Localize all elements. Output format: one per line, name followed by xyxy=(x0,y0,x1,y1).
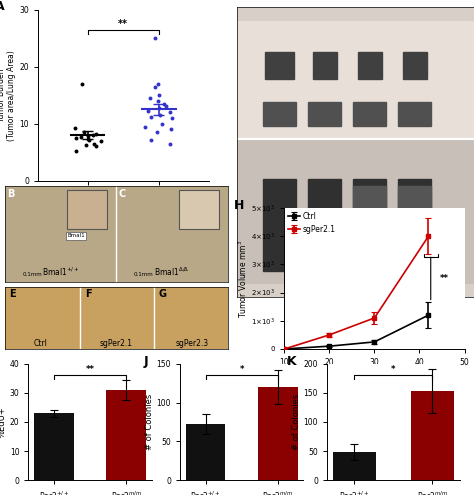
Point xyxy=(146,94,154,102)
Point xyxy=(147,136,155,144)
Point xyxy=(167,140,174,148)
Bar xyxy=(353,179,386,271)
Point xyxy=(78,80,85,88)
Text: D: D xyxy=(218,0,228,3)
Point xyxy=(147,113,155,121)
Point xyxy=(155,91,162,99)
Bar xyxy=(263,179,296,271)
Y-axis label: Tumor Burden
(Tumor area/Lung Area): Tumor Burden (Tumor area/Lung Area) xyxy=(0,50,17,141)
Text: C: C xyxy=(118,189,126,198)
Point xyxy=(162,101,170,109)
Text: Bmal1$^{\Delta/\Delta}$: Bmal1$^{\Delta/\Delta}$ xyxy=(154,266,190,278)
Text: K: K xyxy=(287,354,297,367)
Y-axis label: Tumor Volume mm$^3$: Tumor Volume mm$^3$ xyxy=(236,239,248,318)
Bar xyxy=(398,187,431,218)
Text: Ctrl: Ctrl xyxy=(34,340,47,348)
Y-axis label: %EdU+: %EdU+ xyxy=(0,406,7,438)
Point xyxy=(155,104,163,112)
Point xyxy=(154,128,161,136)
Y-axis label: # of Colonies: # of Colonies xyxy=(145,394,154,450)
Text: sgPer2.1: sgPer2.1 xyxy=(100,340,133,348)
Point xyxy=(154,97,162,105)
Text: J: J xyxy=(143,354,148,367)
Point xyxy=(151,83,159,91)
Text: Bmal1: Bmal1 xyxy=(67,233,85,238)
Text: H: H xyxy=(234,199,244,212)
Point xyxy=(85,136,92,144)
Point xyxy=(72,124,79,132)
Bar xyxy=(237,139,474,284)
Text: *: * xyxy=(239,365,244,374)
Point xyxy=(72,147,80,155)
Text: E: E xyxy=(9,289,16,299)
Point xyxy=(92,142,100,150)
Bar xyxy=(186,424,226,480)
Point xyxy=(167,108,174,116)
Text: G: G xyxy=(158,289,166,299)
Point xyxy=(90,140,98,148)
Bar xyxy=(237,21,474,139)
Text: A: A xyxy=(0,0,5,13)
Point xyxy=(89,131,97,139)
Bar xyxy=(179,191,219,229)
Point xyxy=(158,120,165,128)
Bar xyxy=(258,387,298,480)
Text: *: * xyxy=(391,365,396,374)
X-axis label: Days: Days xyxy=(364,373,385,382)
Point xyxy=(167,125,175,133)
Bar xyxy=(308,102,341,126)
Point xyxy=(160,100,167,108)
Text: sgPer2.3: sgPer2.3 xyxy=(175,340,209,348)
Point xyxy=(141,123,149,131)
Bar xyxy=(263,102,296,126)
Text: B: B xyxy=(7,189,14,198)
Bar xyxy=(358,52,382,79)
Point xyxy=(81,128,88,136)
Point xyxy=(156,111,164,119)
Bar xyxy=(403,52,427,79)
Text: 0.1mm: 0.1mm xyxy=(134,272,154,277)
Y-axis label: # of Colonies: # of Colonies xyxy=(292,394,301,450)
Bar xyxy=(265,52,294,79)
Point xyxy=(77,134,85,142)
Text: **: ** xyxy=(86,365,94,374)
Point xyxy=(145,107,152,115)
Point xyxy=(84,132,91,140)
Bar xyxy=(398,179,431,271)
Point xyxy=(84,135,91,143)
Bar xyxy=(67,191,107,229)
Bar xyxy=(398,102,431,126)
Point xyxy=(168,114,175,122)
Point xyxy=(72,134,79,142)
Point xyxy=(151,35,159,43)
Text: F: F xyxy=(85,289,91,299)
Point xyxy=(98,137,105,145)
Point xyxy=(92,130,100,138)
Bar xyxy=(34,413,74,480)
Bar xyxy=(353,187,386,218)
Bar xyxy=(353,102,386,126)
Bar xyxy=(333,452,376,480)
X-axis label: Kras$^{G12D}$: Kras$^{G12D}$ xyxy=(105,203,142,216)
Bar xyxy=(411,391,454,480)
Bar xyxy=(313,52,337,79)
Bar xyxy=(106,390,146,480)
Point xyxy=(82,141,90,149)
Text: 0.1mm: 0.1mm xyxy=(23,272,42,277)
Text: **: ** xyxy=(440,274,449,283)
Legend: Ctrl, sgPer2.1: Ctrl, sgPer2.1 xyxy=(288,212,336,234)
Point xyxy=(155,80,162,88)
Text: **: ** xyxy=(118,19,128,29)
Bar xyxy=(308,179,341,271)
Text: Bmal1$^{+/+}$: Bmal1$^{+/+}$ xyxy=(42,266,79,278)
